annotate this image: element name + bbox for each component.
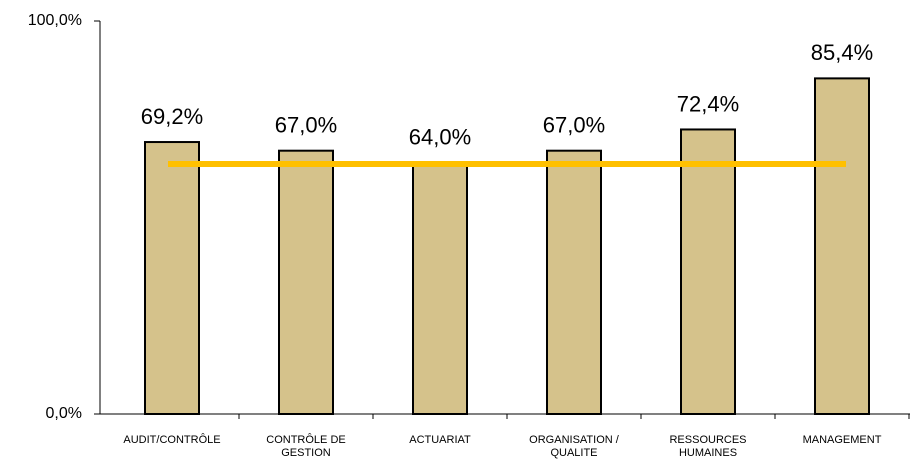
bar — [546, 149, 602, 415]
value-label: 64,0% — [409, 124, 471, 149]
x-tick-label: RESSOURCES HUMAINES — [669, 434, 747, 459]
value-label: 85,4% — [811, 40, 873, 65]
y-tick-label: 0,0% — [46, 405, 82, 422]
bar — [278, 149, 334, 415]
bar — [680, 128, 736, 416]
bar — [144, 141, 200, 415]
bar — [814, 77, 870, 416]
value-label: 67,0% — [543, 113, 605, 138]
y-tick-label: 100,0% — [28, 12, 82, 29]
x-tick-label: CONTRÔLE DE GESTION — [266, 434, 346, 459]
value-label: 72,4% — [677, 91, 739, 116]
value-label: 67,0% — [275, 113, 337, 138]
x-tick-label: ORGANISATION / QUALITE — [529, 434, 619, 459]
x-tick-label: ACTUARIAT — [409, 434, 471, 446]
x-tick-label: MANAGEMENT — [802, 434, 882, 446]
value-label: 69,2% — [141, 104, 203, 129]
bar — [412, 161, 468, 415]
x-tick-label: AUDIT/CONTRÔLE — [123, 434, 221, 446]
